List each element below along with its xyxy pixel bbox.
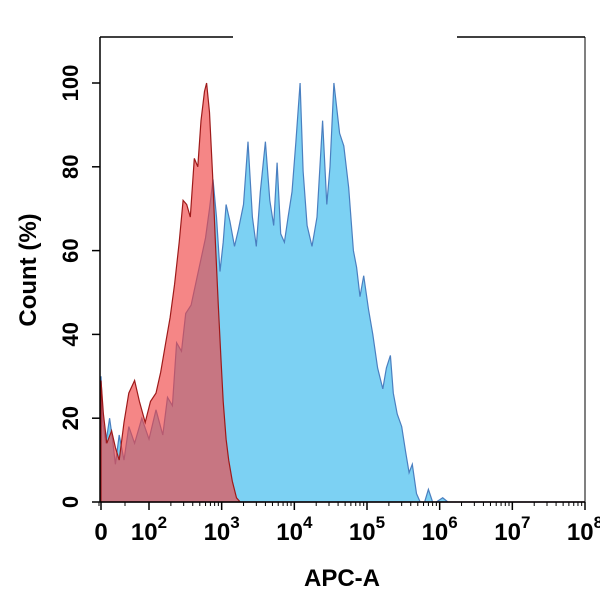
axes-layer: [99, 37, 585, 503]
x-tick-label: 0: [94, 519, 107, 546]
y-tick-label: 0: [58, 496, 83, 508]
x-tick-label: 108: [567, 513, 600, 546]
x-tick-label: 106: [422, 513, 458, 546]
plot-frame: [100, 36, 586, 502]
x-ticks: 0 102 103 104 105 106 107 108: [94, 502, 600, 546]
series-layer: [100, 82, 585, 503]
y-ticks: 0 20 40 60 80 100: [58, 65, 100, 508]
series-1-area: [100, 82, 585, 503]
x-tick-label: 107: [494, 513, 530, 546]
y-axis-title: Count (%): [15, 213, 42, 326]
x-tick-label: 104: [276, 513, 313, 546]
y-tick-label: 40: [58, 322, 83, 346]
y-tick-label: 80: [58, 155, 83, 179]
y-tick-label: 100: [58, 65, 83, 102]
x-axis-title: APC-A: [304, 565, 380, 592]
x-tick-label: 103: [204, 513, 240, 546]
y-tick-label: 60: [58, 238, 83, 262]
y-tick-label: 20: [58, 406, 83, 430]
x-tick-label: 102: [131, 513, 167, 546]
x-tick-label: 105: [349, 513, 385, 546]
